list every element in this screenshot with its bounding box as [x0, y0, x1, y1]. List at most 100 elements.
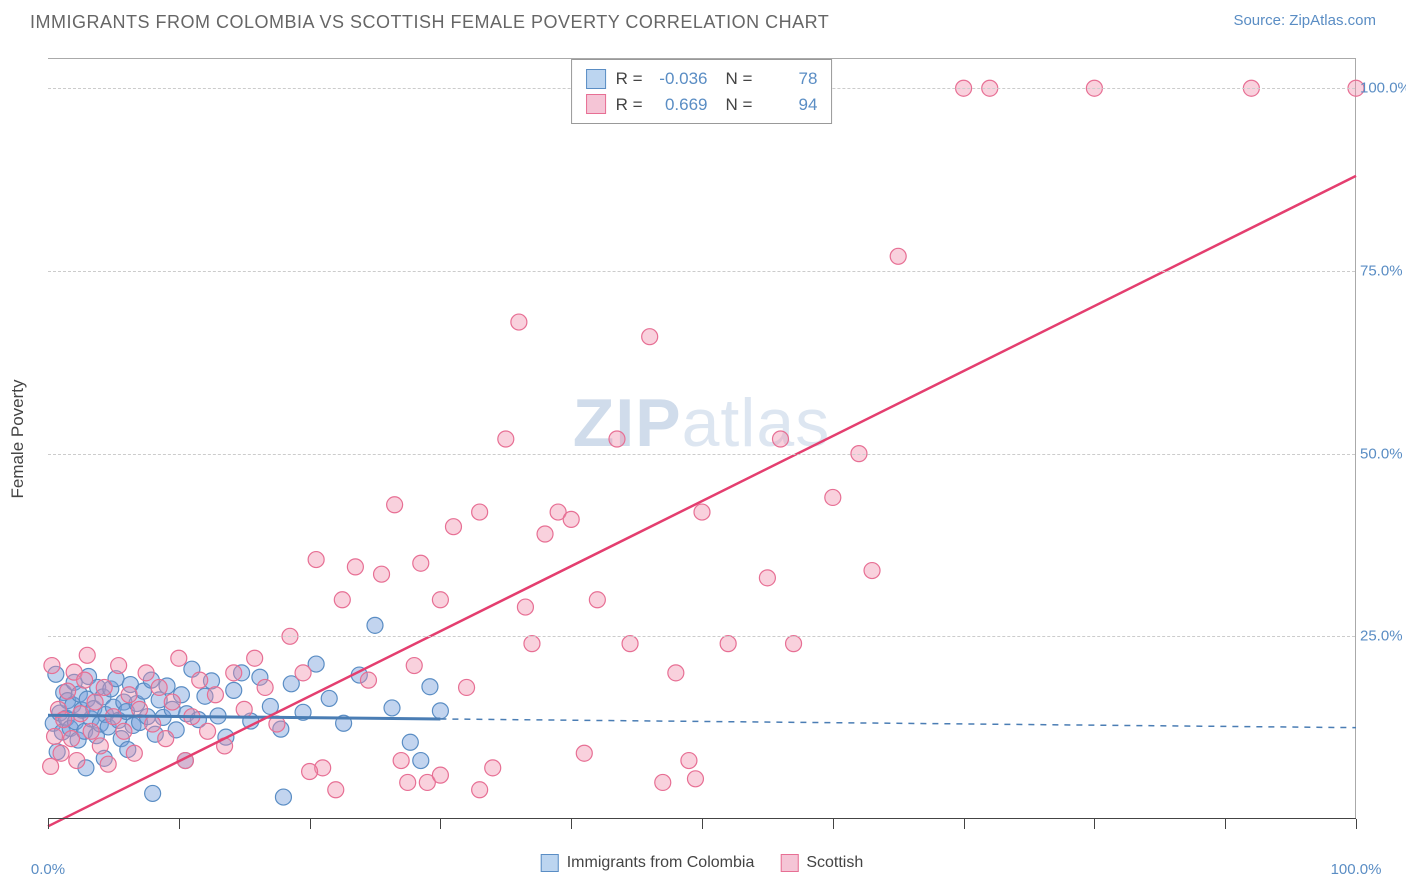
- data-point-scottish: [334, 592, 350, 608]
- data-point-colombia: [413, 753, 429, 769]
- chart-header: IMMIGRANTS FROM COLOMBIA VS SCOTTISH FEM…: [0, 0, 1406, 33]
- data-point-scottish: [576, 745, 592, 761]
- data-point-scottish: [687, 771, 703, 787]
- data-point-scottish: [393, 753, 409, 769]
- data-point-scottish: [100, 756, 116, 772]
- data-point-scottish: [485, 760, 501, 776]
- r-value-scottish: 0.669: [653, 92, 708, 118]
- x-tick: [1356, 819, 1357, 829]
- y-tick-label: 100.0%: [1360, 80, 1406, 97]
- data-point-colombia: [275, 789, 291, 805]
- x-tick: [702, 819, 703, 829]
- legend-swatch-scottish: [586, 94, 606, 114]
- legend-swatch: [780, 854, 798, 872]
- data-point-scottish: [825, 489, 841, 505]
- data-point-scottish: [642, 329, 658, 345]
- r-value-colombia: -0.036: [653, 66, 708, 92]
- data-point-scottish: [655, 774, 671, 790]
- data-point-scottish: [511, 314, 527, 330]
- scatter-plot-svg: [48, 59, 1355, 818]
- data-point-scottish: [236, 701, 252, 717]
- data-point-scottish: [498, 431, 514, 447]
- data-point-scottish: [374, 566, 390, 582]
- data-point-scottish: [400, 774, 416, 790]
- data-point-scottish: [432, 592, 448, 608]
- data-point-colombia: [432, 703, 448, 719]
- data-point-scottish: [192, 672, 208, 688]
- x-tick: [440, 819, 441, 829]
- data-point-scottish: [563, 511, 579, 527]
- data-point-scottish: [681, 753, 697, 769]
- chart-title: IMMIGRANTS FROM COLOMBIA VS SCOTTISH FEM…: [30, 12, 829, 33]
- data-point-scottish: [247, 650, 263, 666]
- y-tick-label: 50.0%: [1360, 445, 1406, 462]
- data-point-colombia: [422, 679, 438, 695]
- data-point-scottish: [759, 570, 775, 586]
- data-point-scottish: [77, 672, 93, 688]
- data-point-scottish: [406, 658, 422, 674]
- data-point-scottish: [121, 687, 137, 703]
- x-tick: [1094, 819, 1095, 829]
- data-point-scottish: [111, 658, 127, 674]
- data-point-scottish: [772, 431, 788, 447]
- n-value-scottish: 94: [762, 92, 817, 118]
- data-point-scottish: [171, 650, 187, 666]
- data-point-scottish: [145, 716, 161, 732]
- data-point-scottish: [257, 679, 273, 695]
- data-point-scottish: [786, 636, 802, 652]
- data-point-scottish: [432, 767, 448, 783]
- data-point-scottish: [472, 782, 488, 798]
- data-point-scottish: [79, 647, 95, 663]
- plot-area: Female Poverty ZIPatlas R = -0.036 N = 7…: [48, 58, 1356, 818]
- legend-row-colombia: R = -0.036 N = 78: [586, 66, 818, 92]
- data-point-scottish: [64, 731, 80, 747]
- x-tick: [48, 819, 49, 829]
- x-tick: [310, 819, 311, 829]
- data-point-scottish: [164, 694, 180, 710]
- data-point-scottish: [73, 706, 89, 722]
- data-point-scottish: [864, 563, 880, 579]
- data-point-scottish: [96, 679, 112, 695]
- data-point-scottish: [387, 497, 403, 513]
- x-tick-label: 0.0%: [31, 861, 65, 878]
- data-point-colombia: [402, 734, 418, 750]
- data-point-scottish: [609, 431, 625, 447]
- data-point-scottish: [60, 683, 76, 699]
- data-point-scottish: [158, 731, 174, 747]
- x-axis: Immigrants from ColombiaScottish 0.0%100…: [48, 818, 1356, 872]
- x-tick: [1225, 819, 1226, 829]
- gridline: [48, 271, 1355, 272]
- x-tick-label: 100.0%: [1331, 861, 1382, 878]
- data-point-scottish: [295, 665, 311, 681]
- data-point-scottish: [472, 504, 488, 520]
- correlation-legend: R = -0.036 N = 78 R = 0.669 N = 94: [571, 59, 833, 124]
- gridline: [48, 454, 1355, 455]
- data-point-colombia: [367, 617, 383, 633]
- data-point-scottish: [459, 679, 475, 695]
- data-point-scottish: [126, 745, 142, 761]
- data-point-scottish: [890, 248, 906, 264]
- legend-swatch: [541, 854, 559, 872]
- legend-row-scottish: R = 0.669 N = 94: [586, 92, 818, 118]
- data-point-scottish: [87, 694, 103, 710]
- y-tick-label: 75.0%: [1360, 262, 1406, 279]
- data-point-scottish: [226, 665, 242, 681]
- source-attribution: Source: ZipAtlas.com: [1233, 12, 1376, 29]
- data-point-scottish: [347, 559, 363, 575]
- legend-scottish: Scottish: [780, 854, 863, 872]
- data-point-scottish: [207, 687, 223, 703]
- legend-label: Scottish: [806, 854, 863, 872]
- data-point-scottish: [668, 665, 684, 681]
- data-point-scottish: [302, 764, 318, 780]
- data-point-scottish: [589, 592, 605, 608]
- data-point-scottish: [83, 723, 99, 739]
- data-point-scottish: [44, 658, 60, 674]
- data-point-colombia: [145, 785, 161, 801]
- data-point-colombia: [226, 682, 242, 698]
- data-point-scottish: [720, 636, 736, 652]
- x-tick: [964, 819, 965, 829]
- n-value-colombia: 78: [762, 66, 817, 92]
- data-point-scottish: [328, 782, 344, 798]
- data-point-colombia: [321, 690, 337, 706]
- data-point-scottish: [200, 723, 216, 739]
